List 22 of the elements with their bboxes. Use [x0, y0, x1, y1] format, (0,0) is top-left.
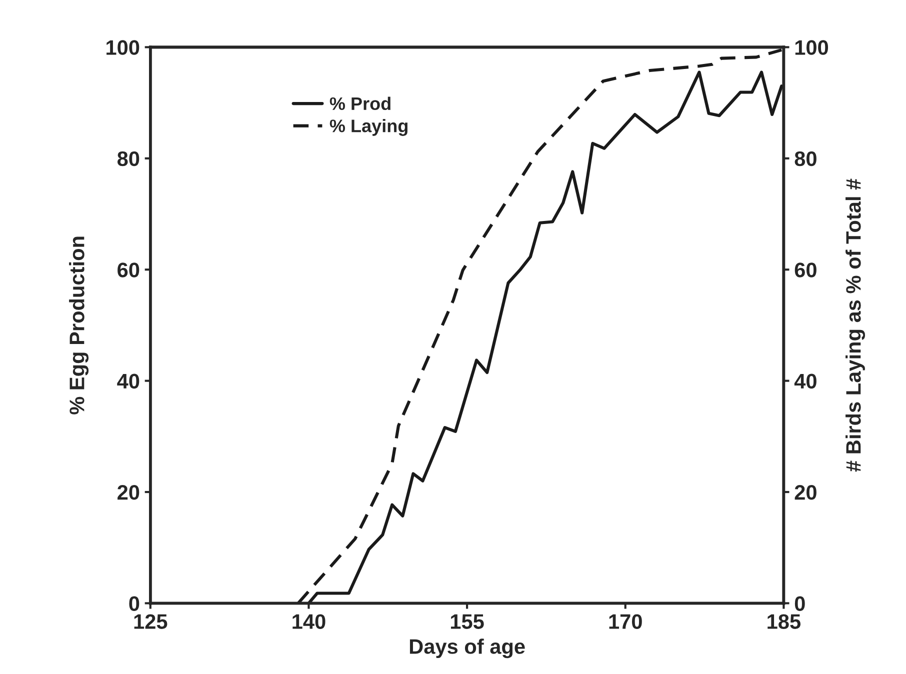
y2-tick-label: 100	[795, 40, 828, 55]
x-tick-label: 170	[609, 614, 642, 629]
y2-tick-label: 80	[794, 151, 816, 166]
legend-label: % Laying	[330, 119, 408, 136]
x-tick-label: 185	[768, 614, 800, 629]
y2-tick-label: 0	[794, 596, 805, 611]
y-tick-label: 100	[106, 40, 140, 55]
x-tick-label: 140	[292, 614, 326, 629]
y-tick-label: 80	[117, 151, 140, 166]
x-tick-label: 125	[134, 614, 168, 629]
x-tick-label: 155	[450, 614, 484, 629]
y2-axis-title: # Birds Laying as % of Total #	[846, 178, 866, 472]
y-tick-label: 40	[117, 374, 140, 389]
y2-tick-label: 40	[794, 374, 816, 389]
y2-tick-label: 20	[794, 485, 816, 500]
y-tick-label: 60	[118, 262, 140, 278]
y-axis-title: % Egg Production	[69, 236, 89, 414]
y2-tick-label: 60	[794, 262, 816, 278]
legend-label: % Prod	[330, 96, 390, 110]
y-tick-label: 20	[118, 485, 140, 500]
y-tick-label: 0	[129, 596, 140, 611]
x-axis-title: Days of age	[410, 638, 525, 658]
